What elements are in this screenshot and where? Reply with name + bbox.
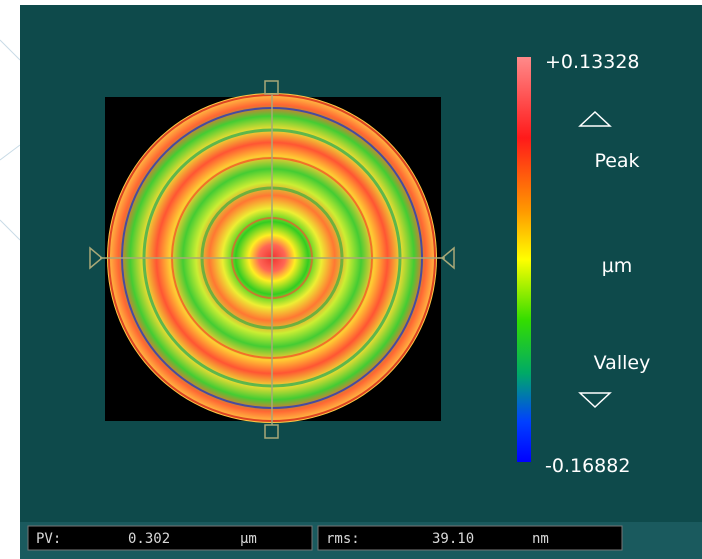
rms-label: rms: (326, 531, 360, 547)
rms-value: 39.10 (432, 531, 474, 547)
background-lines (0, 40, 20, 240)
color-bar (517, 57, 531, 462)
valley-label: Valley (594, 352, 651, 374)
rms-unit: nm (532, 531, 549, 547)
min-label: -0.16882 (545, 455, 630, 477)
pv-label: PV: (36, 531, 61, 547)
unit-label: µm (602, 255, 633, 277)
app-window: +0.13328 Peak µm Valley -0.16882 PV: 0.3… (0, 0, 702, 559)
pv-unit: µm (240, 531, 257, 547)
peak-label: Peak (594, 150, 639, 172)
max-label: +0.13328 (545, 51, 640, 73)
pv-value: 0.302 (128, 531, 170, 547)
